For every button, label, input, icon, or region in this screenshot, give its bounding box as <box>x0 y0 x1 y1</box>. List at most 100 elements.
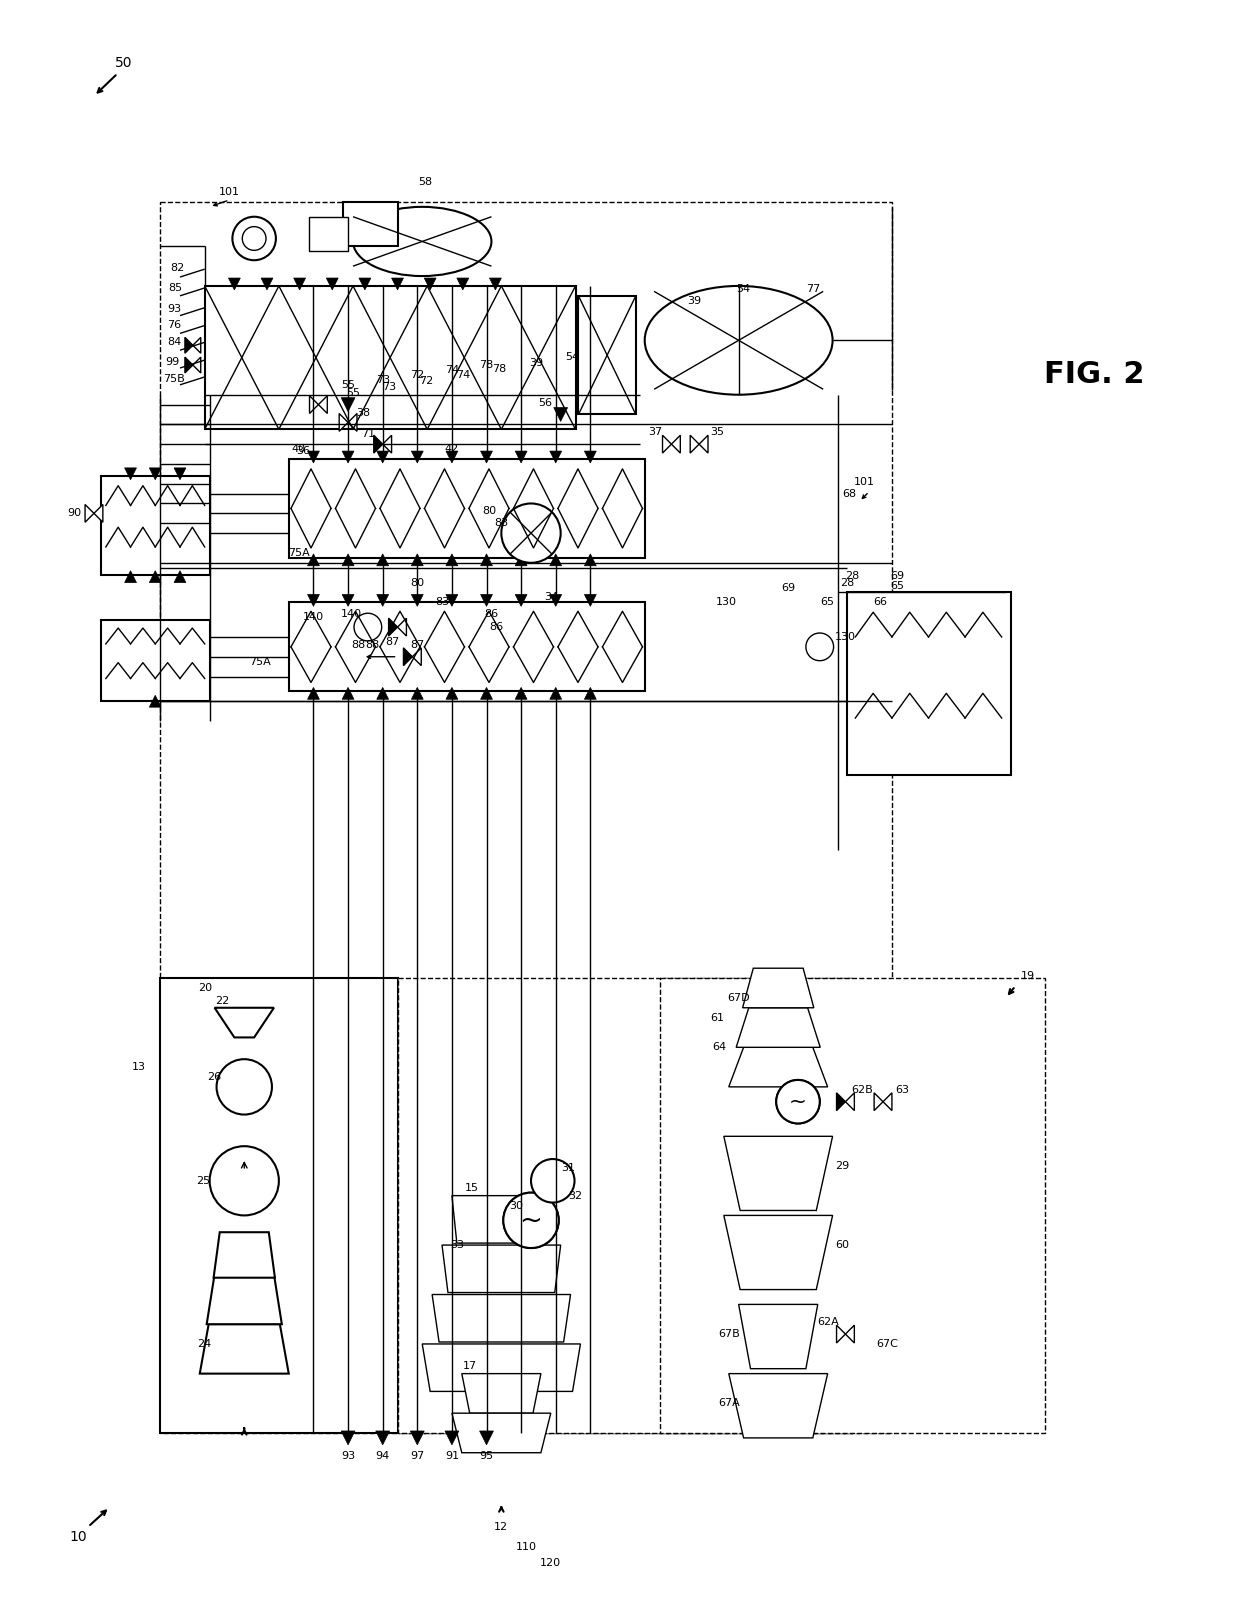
Polygon shape <box>388 618 398 635</box>
Text: 50: 50 <box>115 57 133 70</box>
Text: 37: 37 <box>649 428 662 438</box>
Text: 67C: 67C <box>875 1339 898 1349</box>
Text: 90: 90 <box>67 509 82 519</box>
Text: 99: 99 <box>165 357 180 366</box>
Text: 86: 86 <box>485 609 498 619</box>
Polygon shape <box>691 436 699 452</box>
Text: 86: 86 <box>490 622 503 632</box>
Text: 83: 83 <box>495 519 508 528</box>
Text: 65: 65 <box>890 580 904 590</box>
Polygon shape <box>185 337 193 353</box>
Text: 17: 17 <box>463 1360 476 1371</box>
Polygon shape <box>451 1196 551 1243</box>
Polygon shape <box>392 279 403 290</box>
Text: 69: 69 <box>890 571 904 580</box>
Bar <box>100 477 210 575</box>
Polygon shape <box>207 1277 281 1324</box>
Text: 64: 64 <box>712 1042 725 1052</box>
Polygon shape <box>584 595 596 606</box>
Polygon shape <box>846 1326 854 1342</box>
Text: 91: 91 <box>445 1451 459 1461</box>
Polygon shape <box>340 413 348 431</box>
Polygon shape <box>554 407 568 421</box>
Text: 130: 130 <box>835 632 856 642</box>
Bar <box>398 977 852 1433</box>
Circle shape <box>531 1159 574 1203</box>
Text: 67A: 67A <box>718 1399 739 1409</box>
Text: 120: 120 <box>541 1558 562 1569</box>
Text: 130: 130 <box>717 598 738 608</box>
Text: 38: 38 <box>356 407 370 418</box>
Bar <box>289 603 645 691</box>
Bar <box>160 203 892 1433</box>
Polygon shape <box>377 687 388 699</box>
Text: 74: 74 <box>455 370 470 379</box>
Text: 54: 54 <box>565 352 579 361</box>
Polygon shape <box>310 396 319 413</box>
Polygon shape <box>412 687 423 699</box>
Polygon shape <box>262 279 273 290</box>
Polygon shape <box>86 504 94 522</box>
Text: 25: 25 <box>196 1175 210 1187</box>
Polygon shape <box>94 504 103 522</box>
Polygon shape <box>124 468 136 480</box>
Text: 140: 140 <box>303 613 324 622</box>
Text: 73: 73 <box>383 383 397 392</box>
Polygon shape <box>445 1431 459 1444</box>
Polygon shape <box>342 687 353 699</box>
Circle shape <box>501 504 560 562</box>
Polygon shape <box>200 1324 289 1373</box>
Text: 80: 80 <box>410 577 424 587</box>
Polygon shape <box>446 554 458 566</box>
Polygon shape <box>342 554 353 566</box>
Polygon shape <box>412 595 423 606</box>
Circle shape <box>353 613 382 640</box>
Circle shape <box>210 1146 279 1216</box>
Bar <box>289 459 645 558</box>
Text: 85: 85 <box>169 284 182 293</box>
Text: 40: 40 <box>291 444 306 454</box>
Polygon shape <box>358 279 371 290</box>
Text: 22: 22 <box>216 995 229 1007</box>
Polygon shape <box>549 595 562 606</box>
Polygon shape <box>377 451 388 464</box>
Text: 88: 88 <box>351 640 365 650</box>
Text: 10: 10 <box>69 1530 87 1543</box>
Circle shape <box>503 1193 559 1248</box>
Polygon shape <box>228 279 241 290</box>
Text: 94: 94 <box>376 1451 389 1461</box>
Text: 19: 19 <box>1021 971 1034 981</box>
Polygon shape <box>423 1344 580 1391</box>
Polygon shape <box>376 1431 389 1444</box>
Text: 30: 30 <box>510 1201 523 1211</box>
Bar <box>309 217 348 251</box>
Polygon shape <box>432 1295 570 1342</box>
Text: 101: 101 <box>854 477 875 486</box>
Polygon shape <box>837 1093 846 1110</box>
Text: 39: 39 <box>529 358 543 368</box>
Text: 83: 83 <box>435 598 449 608</box>
Polygon shape <box>874 1093 883 1110</box>
Polygon shape <box>308 554 320 566</box>
Text: 75A: 75A <box>288 548 310 558</box>
Text: 101: 101 <box>219 186 239 198</box>
Text: 72: 72 <box>419 376 433 386</box>
Polygon shape <box>215 1008 274 1037</box>
Polygon shape <box>724 1136 832 1211</box>
Circle shape <box>776 1080 820 1123</box>
Polygon shape <box>174 571 186 582</box>
Polygon shape <box>739 1305 817 1368</box>
Text: 54: 54 <box>737 284 750 293</box>
Text: 63: 63 <box>895 1084 909 1094</box>
Polygon shape <box>398 618 407 635</box>
Polygon shape <box>846 1093 854 1110</box>
Text: 87: 87 <box>386 637 399 647</box>
Text: 75B: 75B <box>164 374 185 384</box>
Circle shape <box>503 1193 559 1248</box>
Circle shape <box>806 634 833 661</box>
Bar <box>579 295 636 415</box>
Polygon shape <box>671 436 681 452</box>
Polygon shape <box>193 357 201 373</box>
Text: 67D: 67D <box>728 994 750 1003</box>
Text: 36: 36 <box>296 446 310 456</box>
